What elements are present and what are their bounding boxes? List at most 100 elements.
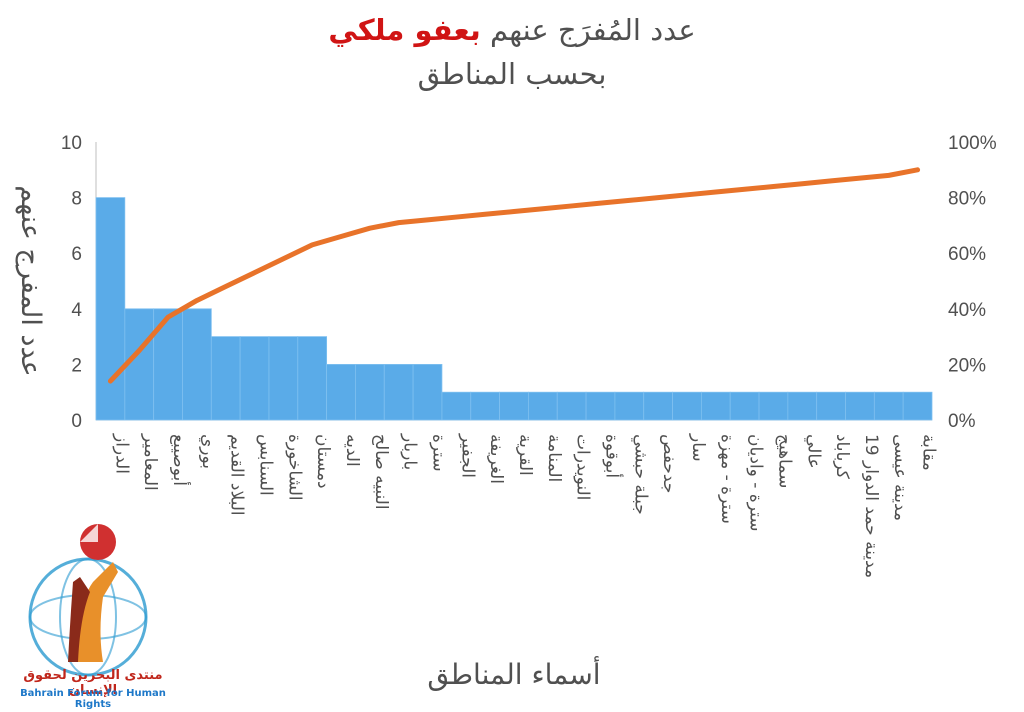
line-point	[917, 169, 919, 171]
bar	[873, 391, 904, 421]
x-tick-label: سماهيج	[774, 434, 794, 488]
bar	[816, 391, 846, 421]
y-right-tick-label: 0%	[948, 411, 976, 432]
y-left-tick-label: 0	[71, 411, 82, 432]
x-tick-label: جبلة حبشي	[630, 434, 650, 515]
x-tick-label: الغريفة	[486, 434, 506, 484]
x-tick-label: مدينة حمد الدوار 19	[861, 434, 881, 578]
line-point	[628, 199, 630, 201]
x-tick-label: بوري	[198, 434, 218, 469]
x-tick-label: الدراز	[111, 433, 131, 474]
x-tick-label: القرية	[515, 434, 535, 476]
bar	[210, 336, 241, 421]
x-tick-label: سترة - مهزة	[717, 434, 737, 524]
x-tick-label: باربار	[400, 433, 420, 470]
x-tick-label: البلاد القديم	[227, 434, 247, 516]
line-point	[513, 211, 515, 212]
line-point	[657, 197, 659, 199]
bar	[643, 391, 673, 421]
y-left-tick-label: 10	[61, 133, 82, 154]
bar	[239, 336, 270, 421]
y-left-tick-label: 2	[71, 355, 82, 376]
x-tick-label: سار	[688, 433, 708, 462]
line-point	[888, 174, 890, 176]
x-tick-label: سترة	[429, 434, 449, 472]
title-highlight: بعفو ملكي	[328, 13, 481, 47]
x-tick-label: أبوقوة	[601, 434, 623, 478]
bar	[585, 391, 616, 421]
line-point	[340, 236, 342, 238]
line-point	[859, 177, 861, 179]
y-right-tick-label: 100%	[948, 133, 997, 154]
line-point	[427, 219, 429, 221]
bar	[383, 363, 414, 421]
bar	[787, 391, 818, 421]
line-point	[599, 202, 601, 204]
x-tick-label: مقابة	[919, 434, 939, 471]
x-tick-label: سترة - واديان	[746, 434, 766, 532]
line-point	[772, 185, 774, 187]
bar	[470, 391, 500, 421]
y-right-tick-label: 80%	[948, 189, 986, 210]
logo-text-arabic: منتدى البحرين لحقوق الإنسان	[23, 668, 163, 698]
x-tick-label: السنابس	[256, 434, 276, 496]
y-left-tick-label: 6	[71, 244, 82, 265]
line-point	[455, 216, 457, 218]
bar	[124, 308, 155, 421]
bar	[528, 391, 558, 421]
y-left-tick-label: 8	[71, 189, 82, 210]
chart-title: عدد المُفرَج عنهم بعفو ملكي بحسب المناطق	[0, 8, 1024, 96]
line-point	[138, 350, 140, 351]
bar	[326, 363, 356, 421]
bar	[441, 391, 472, 421]
bar	[556, 391, 587, 421]
bar	[758, 391, 789, 421]
bar	[268, 336, 299, 421]
y-left-tick-label: 4	[71, 300, 82, 321]
x-tick-label: الجفير	[457, 433, 477, 478]
x-tick-label: المعامير	[140, 433, 160, 491]
title-prefix: عدد المُفرَج عنهم	[489, 13, 696, 47]
line-point	[369, 227, 371, 229]
x-tick-label: عالي	[803, 434, 823, 469]
x-tick-label: مدينة عيسى	[890, 434, 910, 521]
line-point	[398, 222, 400, 224]
x-tick-label: الشاخورة	[284, 434, 304, 501]
logo-text-english: Bahrain Forum for Human Rights	[20, 688, 166, 710]
title-line-2: بحسب المناطق	[417, 57, 607, 91]
line-point	[282, 258, 284, 260]
line-point	[571, 205, 573, 207]
line-point	[744, 188, 746, 190]
line-point	[109, 380, 111, 382]
line-point	[311, 244, 313, 246]
bar	[95, 197, 126, 421]
y-right-tick-label: 60%	[948, 244, 986, 265]
bar	[902, 391, 933, 421]
logo-emblem	[28, 524, 148, 677]
line-point	[484, 213, 486, 215]
line-point	[542, 208, 544, 210]
bar	[614, 391, 645, 421]
x-tick-label: أبوصيبع	[169, 434, 191, 486]
bar	[729, 391, 760, 421]
line-point	[167, 316, 169, 318]
x-axis-title: أسماء المناطق	[427, 655, 600, 691]
line-point	[686, 194, 688, 196]
bar	[297, 336, 328, 421]
bar	[845, 391, 875, 421]
line-point	[830, 180, 832, 182]
bar	[672, 391, 702, 421]
line-point	[715, 191, 717, 193]
y-right-tick-label: 40%	[948, 300, 986, 321]
x-tick-label: المنامة	[544, 434, 564, 482]
line-point	[254, 272, 256, 274]
y-right-tick-label: 20%	[948, 355, 986, 376]
bar	[499, 391, 529, 421]
line-point	[225, 286, 227, 288]
bar	[412, 363, 443, 421]
x-tick-label: الديه	[342, 434, 362, 467]
x-tick-label: النبيه صالح	[371, 434, 391, 510]
y-axis-title: عدد المفرج عنهم	[15, 185, 46, 376]
